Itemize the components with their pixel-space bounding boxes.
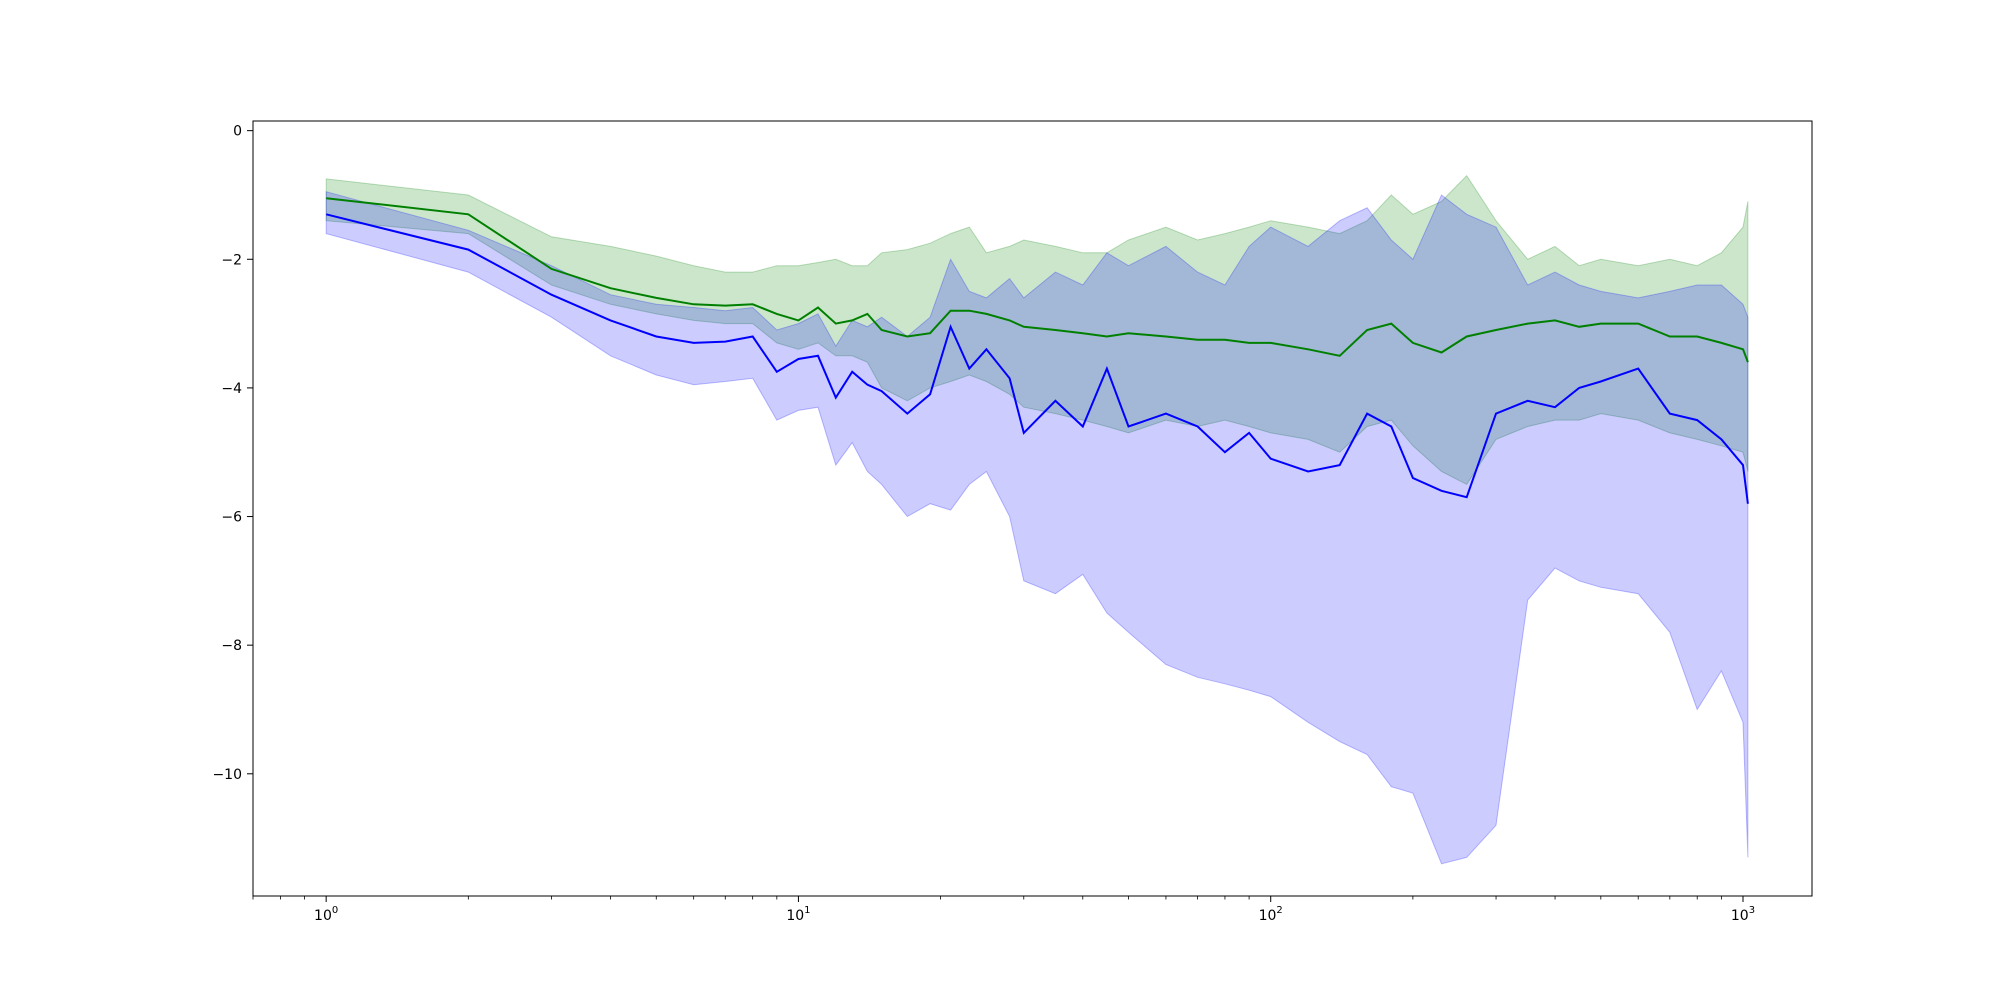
x-tick-label-exponent: 1 [804, 905, 810, 916]
series-2-line [325, 213, 1749, 504]
x-tick-label: 100 [314, 905, 338, 924]
x-tick-label-exponent: 2 [1276, 905, 1282, 916]
x-tick-label-base: 10 [1731, 908, 1749, 924]
x-tick-label-base: 10 [786, 908, 804, 924]
x-tick-label-base: 10 [1259, 908, 1277, 924]
x-tick-label-base: 10 [314, 908, 332, 924]
x-tick-label: 103 [1731, 905, 1755, 924]
x-tick-label-exponent: 3 [1749, 905, 1755, 916]
series-2-band [325, 191, 1749, 865]
y-tick-label: 0 [233, 124, 242, 140]
axes-frame [252, 120, 1813, 897]
y-tick-label: −4 [221, 381, 242, 397]
series-1-line [326, 197, 1749, 363]
y-tick-label: −2 [221, 252, 242, 268]
x-tick-label: 101 [786, 905, 810, 924]
x-tick-label-exponent: 0 [332, 905, 338, 916]
plot-inner [325, 174, 1749, 865]
y-tick-label: −10 [212, 767, 242, 783]
x-tick-label: 102 [1259, 905, 1283, 924]
plot-area [325, 174, 1749, 865]
y-tick-label: −6 [221, 510, 242, 526]
series-1-band [325, 174, 1749, 486]
y-tick-label: −8 [221, 638, 242, 654]
